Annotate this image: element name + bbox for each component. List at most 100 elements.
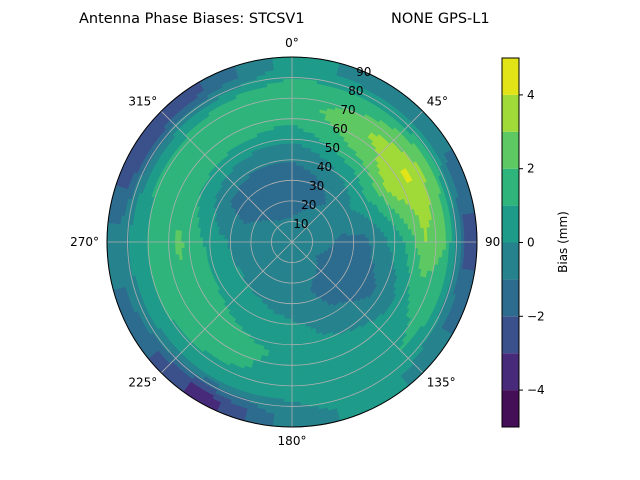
contour-cell [286, 149, 293, 154]
contour-cell [285, 186, 290, 191]
contour-cell [177, 241, 182, 249]
contour-cell [291, 170, 297, 175]
contour-cell [284, 367, 293, 372]
contour-cell [285, 349, 293, 354]
contour-cell [291, 139, 298, 144]
contour-cell [205, 241, 210, 247]
contour-cell [196, 241, 200, 248]
contour-cell [236, 244, 241, 249]
contour-cell [287, 309, 293, 314]
contour-cell [286, 343, 293, 348]
contour-cell [291, 355, 299, 360]
contour-cell [287, 167, 293, 172]
contour-cell [291, 330, 298, 335]
contour-cell [189, 236, 194, 243]
contour-cell [396, 236, 401, 243]
contour-cell [393, 241, 398, 248]
contour-cell [405, 241, 410, 249]
contour-cell [359, 237, 364, 243]
contour-cell [408, 241, 413, 249]
contour-cell [371, 237, 376, 243]
contour-cell [177, 235, 182, 243]
contour-cell [374, 241, 379, 247]
chart-title-left: Antenna Phase Biases: STCSV1 [79, 11, 305, 27]
contour-cell [288, 180, 293, 184]
contour-cell [199, 236, 204, 243]
contour-cell [291, 136, 298, 141]
contour-cell [208, 241, 213, 247]
contour-cell [291, 334, 298, 338]
contour-cell [402, 235, 407, 243]
contour-cell [291, 340, 298, 345]
contour-cell [285, 355, 293, 360]
contour-cell [180, 241, 185, 249]
contour-cell [291, 143, 298, 147]
contour-cell [291, 346, 298, 351]
contour-cell [291, 127, 299, 132]
contour-cell [350, 238, 354, 243]
contour-cell [291, 121, 299, 126]
contour-cell [285, 121, 293, 126]
contour-cell [291, 130, 299, 135]
contour-cell [384, 236, 388, 243]
contour-cell [291, 297, 296, 301]
contour-cell [180, 235, 185, 243]
contour-cell [288, 300, 293, 304]
contour-cell [356, 238, 361, 243]
contour-cell [286, 346, 293, 351]
contour-cell [202, 237, 207, 243]
contour-cell [174, 241, 179, 249]
contour-cell [286, 143, 293, 147]
contour-cell [291, 312, 297, 317]
contour-cell [291, 158, 297, 163]
contour-cell [343, 235, 348, 240]
contour-cell [291, 180, 296, 184]
contour-cell [287, 312, 293, 317]
contour-cell [365, 241, 370, 247]
contour-cell [285, 124, 293, 129]
contour-cell [208, 237, 213, 243]
chart-title-right: NONE GPS-L1 [391, 11, 490, 27]
contour-cell [291, 343, 298, 348]
contour-cell [287, 155, 293, 160]
contour-cell [356, 241, 361, 246]
contour-cell [377, 237, 382, 243]
contour-cell [287, 327, 293, 332]
contour-cell [205, 237, 210, 243]
contour-cell [202, 241, 207, 247]
contour-cell [287, 170, 293, 175]
contour-cell [371, 241, 376, 247]
contour-cell [193, 241, 197, 248]
contour-cell [285, 352, 293, 357]
contour-cell [287, 152, 293, 157]
contour-cell [374, 237, 379, 243]
contour-cell [233, 241, 237, 246]
contour-cell [291, 112, 300, 117]
contour-cell [288, 189, 293, 194]
contour-cell [347, 241, 351, 246]
contour-cell [291, 149, 298, 154]
contour-cell [350, 241, 354, 246]
contour-cell [408, 235, 413, 243]
contour-cell [217, 241, 222, 247]
contour-cell [291, 173, 296, 178]
contour-cell [217, 237, 222, 243]
contour-cell [347, 238, 351, 243]
contour-cell [196, 236, 200, 243]
contour-cell [368, 241, 373, 247]
contour-cell [291, 183, 296, 187]
contour-cell [340, 238, 345, 243]
contour-cell [286, 337, 293, 341]
contour-cell [362, 237, 367, 243]
contour-cell [359, 241, 364, 247]
contour-cell [291, 161, 297, 166]
contour-cell [377, 241, 382, 247]
contour-cell [362, 241, 367, 247]
contour-cell [291, 309, 297, 314]
contour-cell [390, 241, 395, 248]
contour-cell [186, 236, 191, 243]
contour-cell [368, 237, 373, 243]
contour-cell [344, 238, 348, 243]
contour-cell [286, 334, 293, 338]
